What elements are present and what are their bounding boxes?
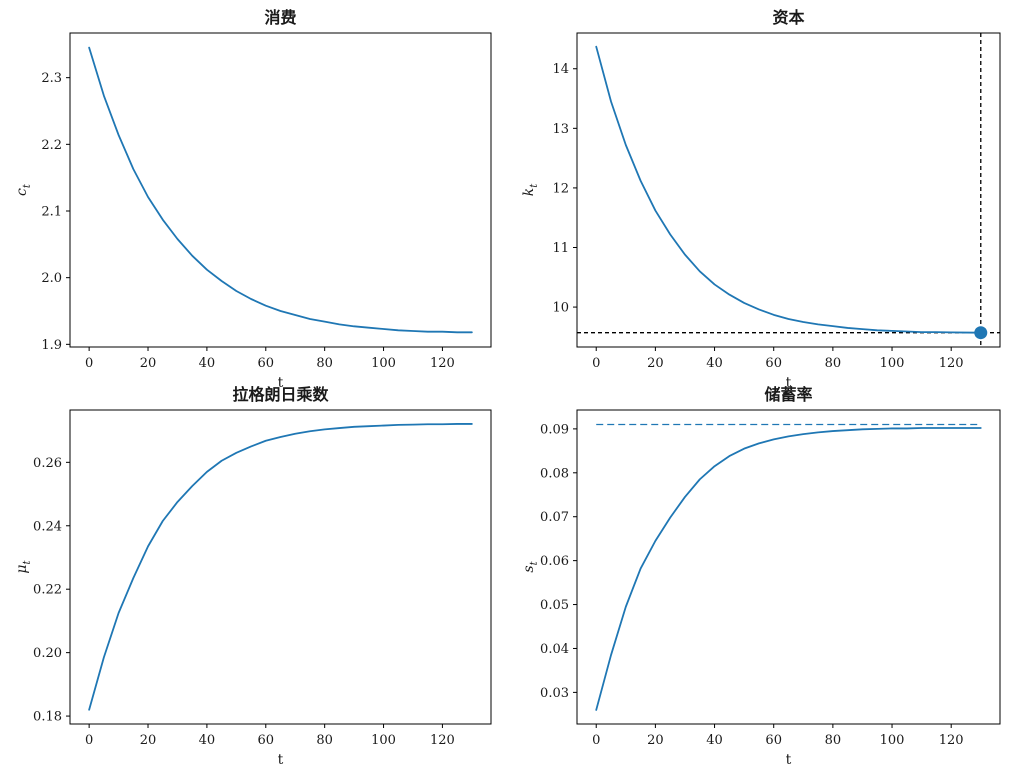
- x-tick-label: 60: [765, 356, 782, 371]
- y-axis-label-subscript: t: [22, 183, 33, 188]
- y-axis-label: st: [521, 560, 540, 572]
- y-tick-label: 0.06: [540, 554, 569, 569]
- y-tick-label: 10: [552, 301, 569, 316]
- chart-title: 资本: [772, 8, 804, 27]
- y-axis-label-symbol: μ: [14, 564, 30, 573]
- y-tick-label: 0.04: [540, 642, 569, 657]
- axes-frame: [69, 32, 492, 348]
- y-axis-label: μt: [14, 559, 33, 573]
- y-axis-label-subscript: t: [529, 183, 540, 188]
- y-tick-label: 0.20: [33, 646, 62, 661]
- series-line: [88, 423, 473, 711]
- x-tick-label: 100: [880, 733, 905, 748]
- axes-frame: [69, 409, 492, 725]
- axes-frame: [576, 409, 1001, 725]
- y-axis-label-symbol: s: [521, 565, 537, 572]
- x-tick-label: 0: [592, 733, 600, 748]
- y-tick-label: 1.9: [41, 338, 62, 353]
- x-tick-label: 120: [430, 733, 455, 748]
- x-tick-label: 40: [199, 733, 216, 748]
- y-axis-label-subscript: t: [529, 560, 540, 565]
- x-tick-label: 100: [880, 356, 905, 371]
- x-tick-label: 120: [939, 733, 964, 748]
- x-tick-label: 0: [592, 356, 600, 371]
- chart-title: 消费: [264, 8, 296, 27]
- y-axis-label: ct: [14, 183, 33, 196]
- y-tick-label: 0.26: [33, 456, 62, 471]
- x-tick-label: 0: [85, 733, 93, 748]
- y-tick-label: 0.07: [540, 510, 569, 525]
- x-tick-label: 40: [706, 356, 723, 371]
- y-axis-label-symbol: k: [521, 188, 537, 196]
- x-tick-label: 60: [258, 733, 275, 748]
- x-tick-label: 80: [316, 356, 333, 371]
- series-line: [595, 45, 982, 334]
- y-tick-label: 11: [552, 241, 569, 256]
- series-line: [88, 46, 473, 334]
- series-line: [595, 427, 982, 711]
- y-tick-label: 13: [552, 122, 569, 137]
- chart-panel-4: 0 20 40 60 80 100 120 0.03 0.04 0.05 0.06 0.07 0.08 0…: [521, 385, 1001, 768]
- x-tick-label: 40: [199, 356, 216, 371]
- x-tick-label: 100: [371, 733, 396, 748]
- x-tick-label: 60: [765, 733, 782, 748]
- x-tick-label: 100: [371, 356, 396, 371]
- y-tick-label: 0.05: [540, 598, 569, 613]
- steady-state-marker: [974, 326, 988, 340]
- x-tick-label: 0: [85, 356, 93, 371]
- y-tick-label: 0.24: [33, 519, 62, 534]
- chart-title: 拉格朗日乘数: [232, 385, 329, 404]
- x-tick-label: 20: [647, 733, 664, 748]
- x-tick-label: 80: [825, 733, 842, 748]
- y-tick-label: 0.09: [540, 422, 569, 437]
- y-tick-label: 12: [552, 181, 569, 196]
- y-tick-label: 2.1: [41, 205, 62, 220]
- y-tick-label: 0.08: [540, 466, 569, 481]
- x-tick-label: 60: [258, 356, 275, 371]
- y-tick-label: 0.18: [33, 710, 62, 725]
- y-tick-label: 2.2: [41, 138, 62, 153]
- chart-title: 储蓄率: [763, 385, 812, 404]
- x-tick-label: 20: [647, 356, 664, 371]
- x-tick-label: 40: [706, 733, 723, 748]
- y-axis-label-subscript: t: [22, 559, 33, 564]
- x-tick-label: 20: [140, 356, 157, 371]
- y-tick-label: 14: [552, 62, 569, 77]
- x-axis-label: t: [278, 375, 284, 391]
- x-axis-label: t: [786, 375, 792, 391]
- x-tick-label: 80: [316, 733, 333, 748]
- x-tick-label: 120: [430, 356, 455, 371]
- y-tick-label: 2.0: [41, 271, 62, 286]
- x-tick-label: 20: [140, 733, 157, 748]
- y-axis-label: kt: [521, 183, 540, 196]
- axes-frame: [576, 32, 1001, 348]
- y-tick-label: 0.22: [33, 583, 62, 598]
- x-axis-label: t: [786, 752, 792, 768]
- y-tick-label: 2.3: [41, 71, 62, 86]
- x-axis-label: t: [278, 752, 284, 768]
- x-tick-label: 80: [825, 356, 842, 371]
- chart-panel-3: 0 20 40 60 80 100 120 0.18 0.20 0.22 0.24 0.26 拉格朗日乘…: [14, 385, 492, 768]
- x-tick-label: 120: [939, 356, 964, 371]
- y-axis-label-symbol: c: [14, 188, 30, 196]
- y-tick-label: 0.03: [540, 686, 569, 701]
